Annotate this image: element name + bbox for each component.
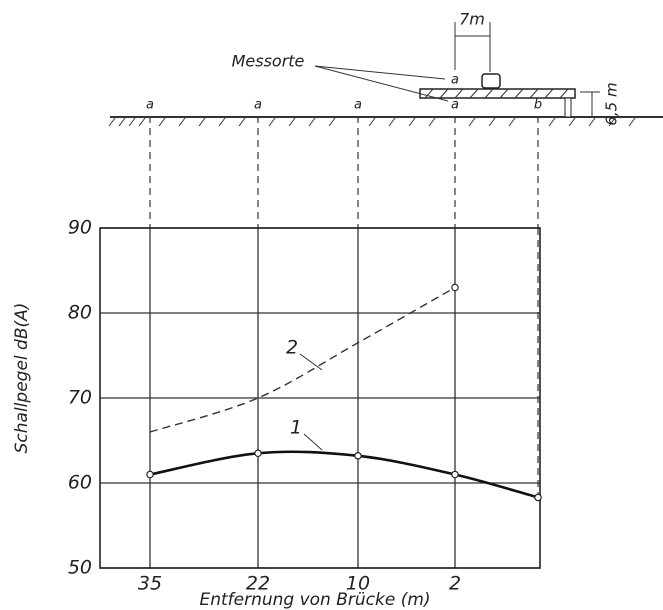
x-tick-label: 35 — [138, 573, 162, 595]
y-tick-label: 90 — [68, 217, 92, 239]
leader-line — [314, 65, 446, 80]
y-axis-label: Schallpegel dB(A) — [12, 303, 32, 454]
plot-frame — [99, 227, 541, 569]
y-tick-label: 80 — [68, 302, 92, 324]
ground-hatch — [108, 117, 636, 127]
data-point — [254, 449, 262, 458]
height-label: 6,5 m — [603, 82, 621, 125]
x-tick-label: 10 — [346, 573, 370, 595]
x-tick-label: 2 — [449, 573, 461, 595]
point-label: a — [451, 73, 459, 88]
curve-label: 1 — [290, 417, 302, 439]
y-tick-label: 70 — [68, 387, 92, 409]
data-point — [451, 283, 459, 292]
bridge-pier — [564, 97, 572, 118]
data-point — [534, 493, 542, 502]
messorte-label: Messorte — [232, 52, 305, 71]
series-line — [149, 450, 539, 499]
curve-label: 2 — [286, 337, 298, 359]
y-tick-label: 60 — [68, 472, 92, 494]
point-label: b — [534, 98, 542, 113]
x-axis-label: Entfernung von Brücke (m) — [199, 590, 430, 610]
point-label: a — [451, 98, 459, 113]
x-tick-label: 22 — [246, 573, 270, 595]
data-point — [354, 451, 362, 460]
data-point — [146, 470, 154, 479]
data-point — [451, 470, 459, 479]
width-label: 7m — [459, 10, 485, 29]
leader-line — [299, 353, 323, 371]
leader-line — [314, 65, 449, 102]
vehicle — [481, 73, 501, 89]
deck-hatch — [424, 88, 569, 99]
point-label: a — [254, 98, 262, 113]
y-tick-label: 50 — [68, 557, 92, 579]
point-label: a — [146, 98, 154, 113]
leader-line — [303, 433, 323, 451]
series-line — [149, 286, 456, 433]
point-label: a — [354, 98, 362, 113]
